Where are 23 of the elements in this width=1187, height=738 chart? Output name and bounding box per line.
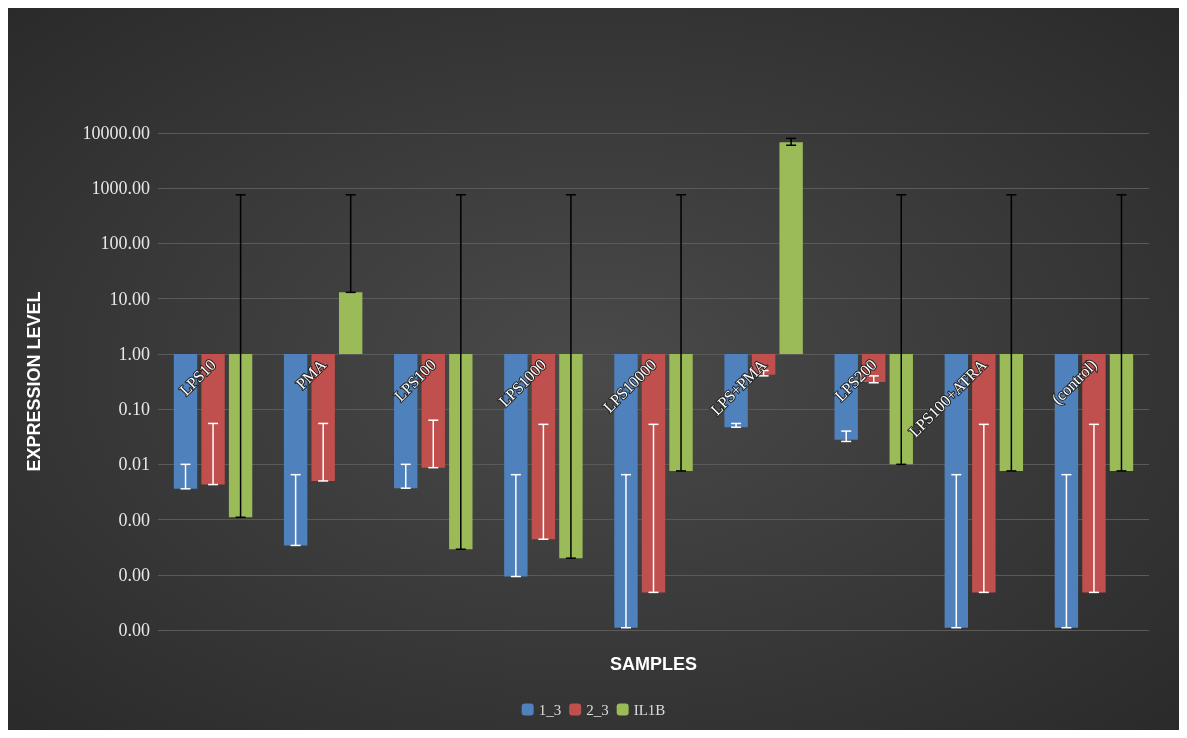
y-axis-title: EXPRESSION LEVEL (24, 291, 44, 472)
y-tick-label: 0.00 (118, 509, 150, 530)
bar (999, 353, 1024, 471)
x-axis-title: SAMPLES (609, 654, 698, 674)
y-tick-label: 0.01 (118, 454, 150, 475)
y-tick-label: 0.00 (118, 564, 150, 585)
y-tick-label: 1.00 (118, 343, 150, 364)
bar (779, 142, 803, 354)
legend-label: 1_3 (538, 701, 562, 718)
y-tick-label: 1000.00 (91, 178, 150, 199)
bar (559, 353, 583, 559)
y-tick-label: 10.00 (109, 288, 150, 309)
bar (449, 353, 473, 550)
bar (1109, 353, 1134, 471)
y-tick-label: 10000.00 (82, 123, 150, 143)
bar (669, 353, 693, 471)
y-tick-label: 0.00 (118, 620, 150, 640)
y-tick-label: 0.10 (118, 399, 150, 420)
y-tick-label: 100.00 (100, 233, 150, 254)
bar (339, 292, 363, 354)
legend-label: IL1B (633, 701, 666, 718)
legend-label: 2_3 (586, 701, 609, 718)
bar (228, 353, 253, 518)
